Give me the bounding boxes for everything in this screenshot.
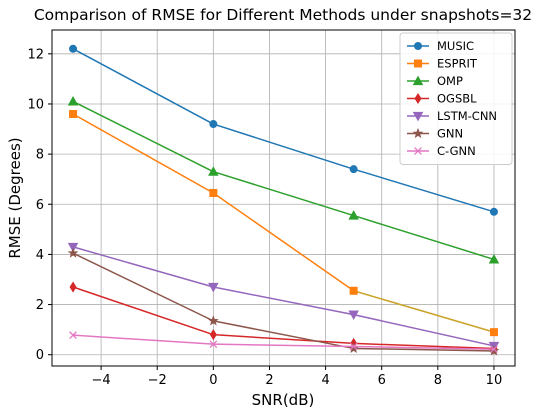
series-lines — [67, 44, 500, 356]
data-point-omp — [208, 166, 219, 176]
x-tick-label: 0 — [209, 373, 217, 388]
x-tick-label: 4 — [321, 373, 329, 388]
data-point-music — [209, 120, 218, 129]
chart-title: Comparison of RMSE for Different Methods… — [34, 6, 532, 24]
legend-marker-music — [413, 42, 422, 51]
data-point-omp — [348, 210, 359, 220]
legend-label-omp: OMP — [437, 74, 463, 88]
legend-item-gnn: GNN — [407, 127, 463, 141]
x-tick-label: 8 — [434, 373, 442, 388]
y-tick-label: 8 — [36, 148, 44, 163]
data-point-gnn — [67, 247, 79, 258]
data-point-omp — [488, 254, 500, 264]
x-tick-label: −2 — [148, 373, 167, 388]
data-point-ogsbl — [69, 281, 77, 293]
data-point-esprit — [69, 110, 78, 119]
data-point-c-gnn — [69, 331, 77, 340]
y-tick-label: 6 — [36, 198, 44, 213]
data-point-gnn — [207, 315, 219, 326]
data-point-music — [489, 207, 498, 216]
series-segment-music — [212, 123, 355, 170]
data-point-lstm-cnn — [208, 282, 219, 293]
series-segment-gnn — [212, 320, 355, 350]
data-point-music — [69, 44, 78, 53]
y-axis-label: RMSE (Degrees) — [6, 137, 24, 258]
y-axis-ticks: 0 2 4 6 8 10 12 — [27, 47, 52, 363]
legend-marker-omp — [412, 75, 424, 86]
series-segment-ogsbl — [352, 342, 495, 350]
x-tick-label: 6 — [378, 373, 386, 388]
series-segment-ogsbl — [212, 333, 355, 345]
data-point-lstm-cnn — [67, 242, 79, 253]
legend-item-esprit: ESPRIT — [407, 57, 478, 71]
legend-label-music: MUSIC — [437, 39, 474, 53]
legend-marker-c-gnn — [414, 147, 422, 155]
legend-marker-lstm-cnn — [412, 111, 424, 122]
x-axis-ticks: −4 −2 0 2 4 6 8 10 — [92, 366, 503, 388]
series-segment-music — [352, 168, 495, 213]
legend-label-gnn: GNN — [437, 127, 463, 141]
series-segment-omp — [352, 214, 495, 261]
x-axis-label: SNR(dB) — [252, 391, 315, 409]
y-tick-label: 2 — [36, 298, 44, 313]
data-point-esprit — [209, 188, 218, 197]
legend-item-c-gnn: C-GNN — [407, 144, 476, 158]
x-tick-label: −4 — [92, 373, 111, 388]
data-point-lstm-cnn — [348, 310, 359, 321]
legend-label-ogsbl: OGSBL — [437, 92, 477, 106]
series-segment-c-gnn — [212, 343, 355, 348]
series-segment-esprit — [212, 192, 355, 292]
series-segment-esprit — [72, 113, 215, 194]
series-lstm-cnn — [67, 242, 500, 352]
series-esprit — [69, 110, 498, 337]
series-segment-omp — [212, 170, 355, 217]
legend-label-esprit: ESPRIT — [437, 57, 478, 71]
legend-marker-esprit — [413, 59, 422, 68]
series-segment-gnn — [72, 252, 215, 322]
series-segment-omp — [72, 100, 215, 173]
series-segment-music — [72, 48, 215, 125]
legend-item-omp: OMP — [407, 74, 463, 88]
data-point-c-gnn — [490, 345, 498, 354]
legend-item-lstm-cnn: LSTM-CNN — [407, 109, 497, 123]
y-tick-label: 10 — [27, 97, 44, 112]
y-tick-label: 4 — [36, 248, 44, 263]
legend-marker-gnn — [412, 127, 424, 139]
legend-label-lstm-cnn: LSTM-CNN — [437, 109, 497, 123]
series-ogsbl — [69, 281, 498, 355]
series-segment-lstm-cnn — [352, 313, 495, 347]
legend: MUSIC ESPRIT OMP OGSBL LSTM-CNN GNN C-GNN — [399, 32, 513, 165]
series-segment-c-gnn — [352, 345, 495, 350]
series-segment-ogsbl — [72, 286, 215, 336]
y-tick-label: 0 — [36, 348, 44, 363]
data-point-c-gnn — [209, 340, 218, 349]
series-music — [69, 44, 498, 216]
series-segment-esprit — [352, 290, 495, 333]
data-point-esprit — [489, 328, 498, 337]
series-gnn — [67, 247, 500, 356]
plot-frame — [51, 29, 516, 367]
data-point-music — [349, 165, 358, 174]
series-segment-lstm-cnn — [212, 286, 355, 316]
data-point-esprit — [349, 286, 358, 295]
series-c-gnn — [69, 331, 498, 354]
legend-item-music: MUSIC — [407, 39, 474, 53]
x-tick-label: 2 — [265, 373, 273, 388]
legend-marker-ogsbl — [414, 92, 422, 105]
series-omp — [67, 96, 500, 264]
data-point-c-gnn — [349, 342, 358, 351]
data-point-gnn — [348, 342, 360, 354]
series-segment-lstm-cnn — [72, 246, 215, 288]
series-segment-c-gnn — [72, 334, 215, 345]
y-tick-label: 12 — [27, 47, 44, 62]
data-point-omp — [67, 96, 79, 106]
legend-label-c-gnn: C-GNN — [437, 144, 476, 158]
x-tick-label: 10 — [486, 373, 503, 388]
series-segment-gnn — [352, 347, 495, 352]
legend-item-ogsbl: OGSBL — [407, 92, 477, 106]
data-point-ogsbl — [209, 329, 217, 341]
legend-box — [399, 32, 513, 165]
